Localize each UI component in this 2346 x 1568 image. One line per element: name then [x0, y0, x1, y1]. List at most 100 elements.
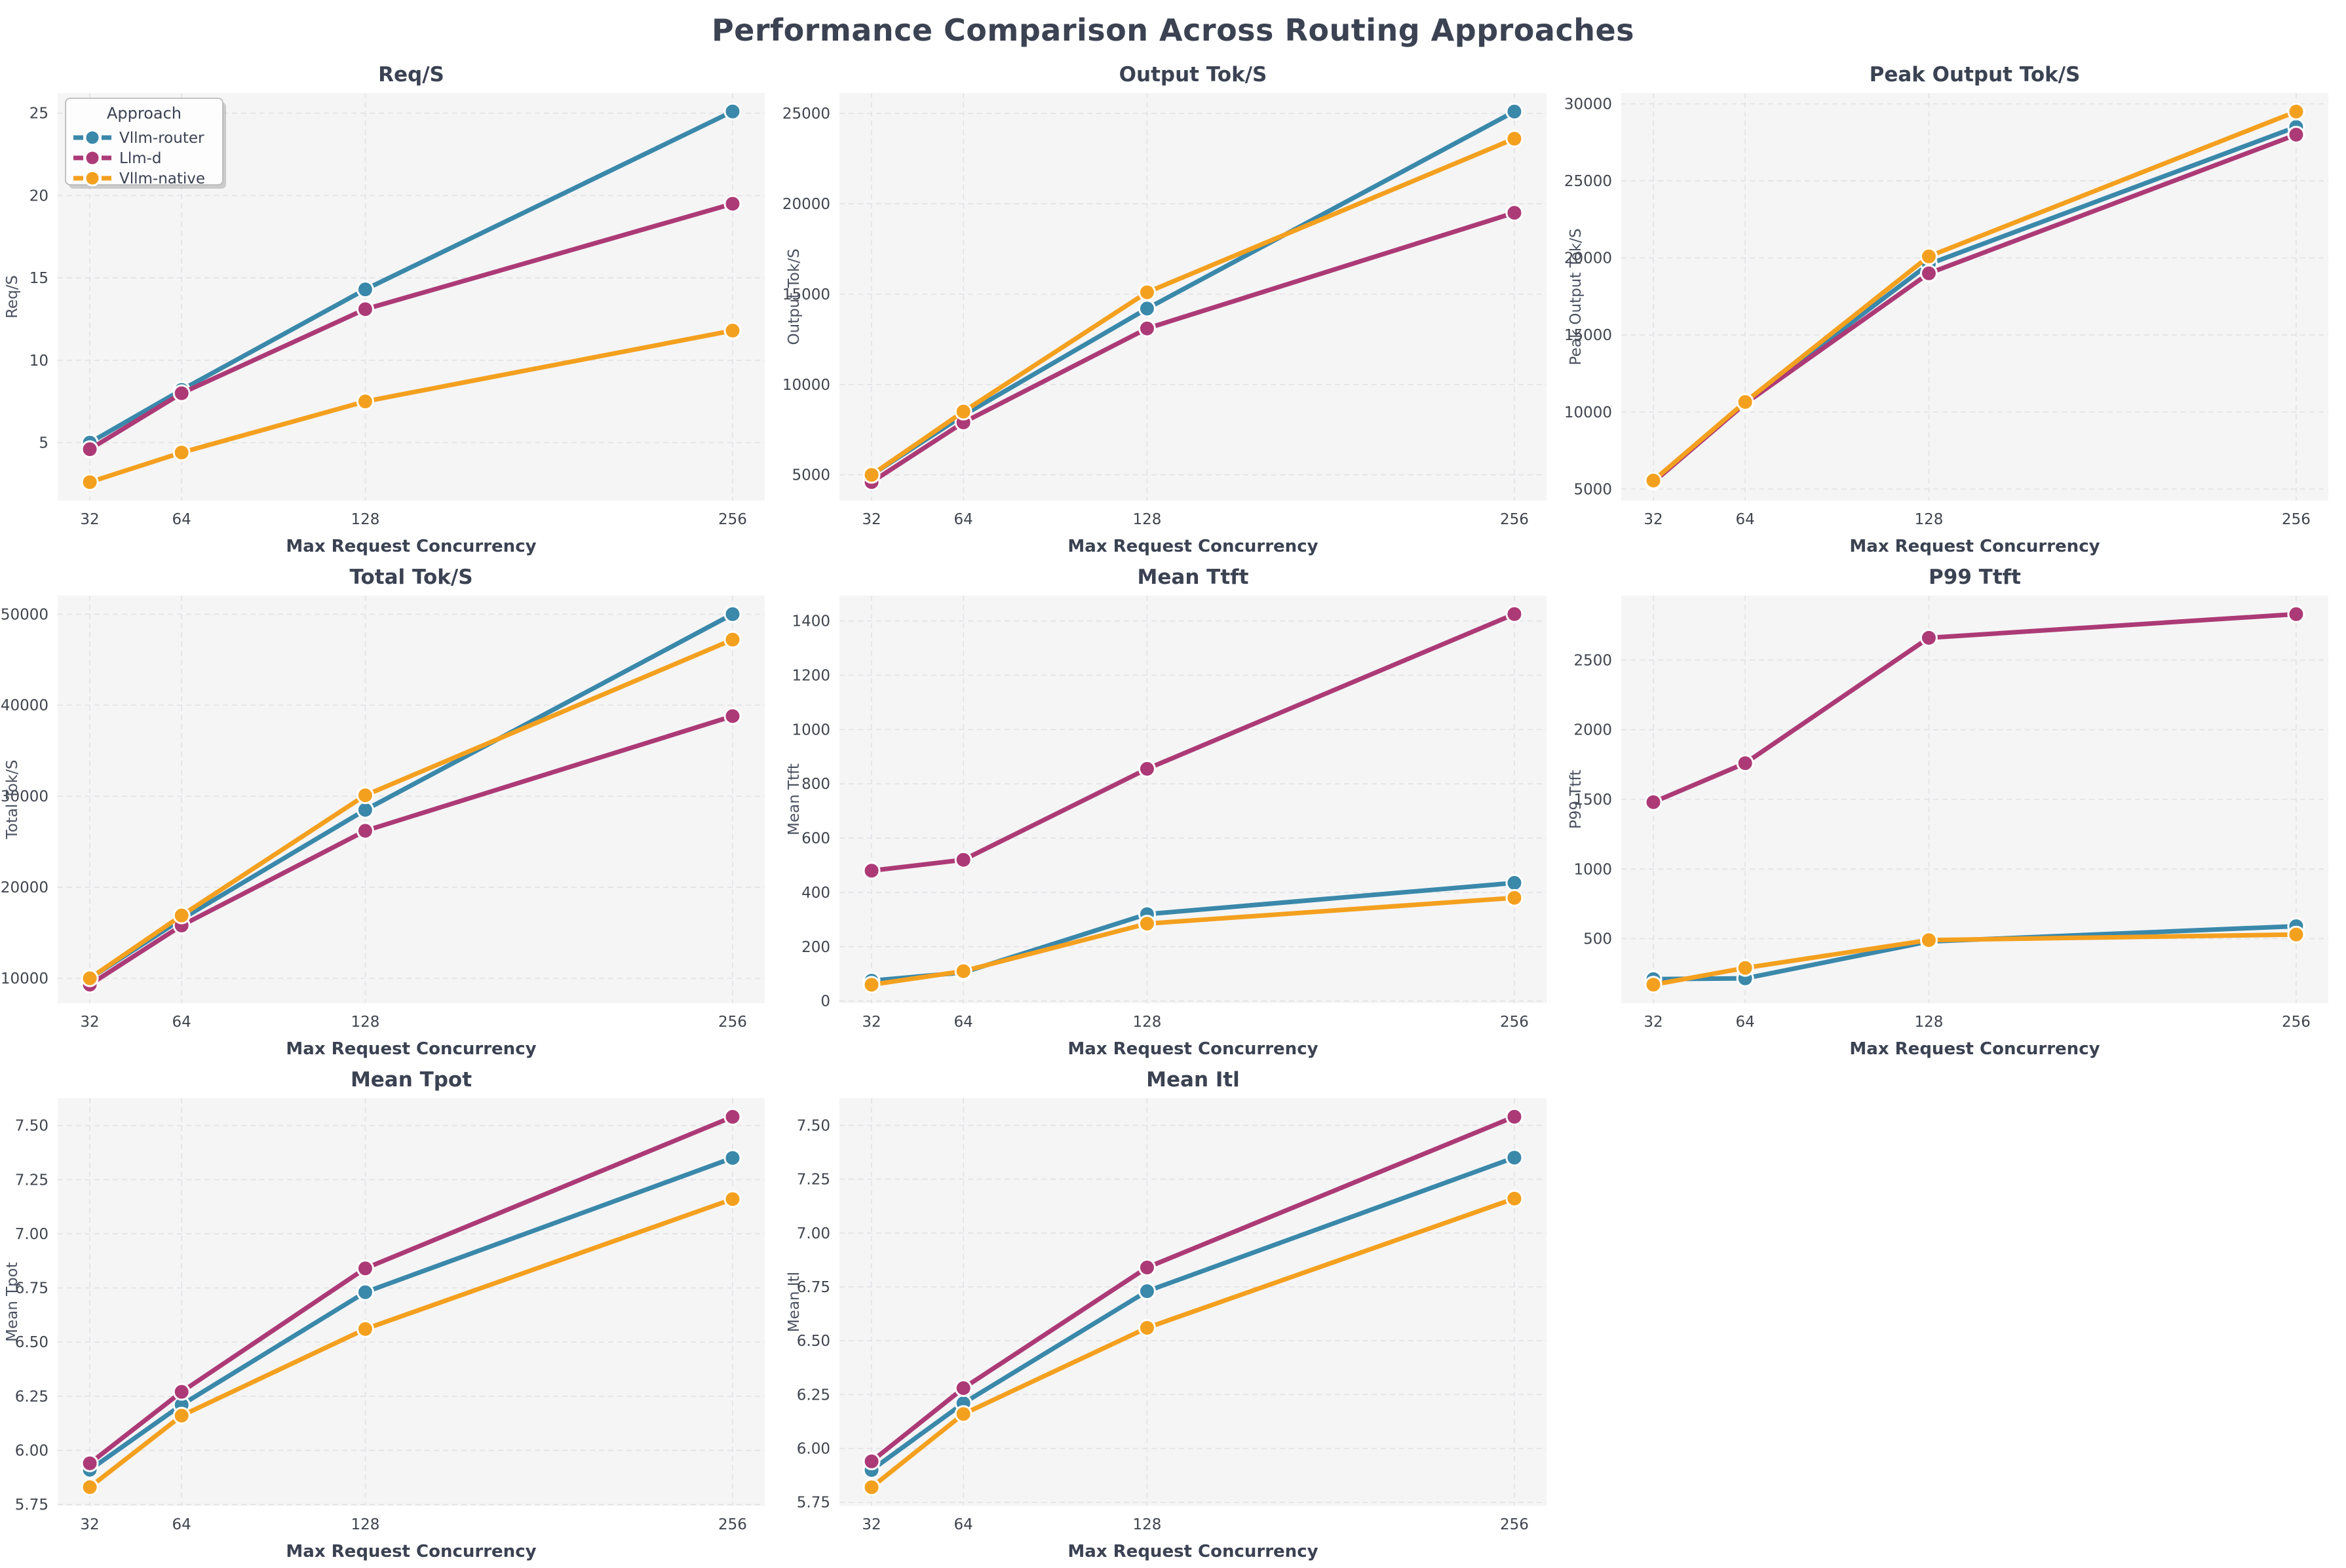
data-point [356, 392, 374, 411]
x-axis-label: Max Request Concurrency [1067, 1039, 1318, 1059]
chart-req-s: 32 64 128 256 5 10 15 20 25 Req/S Max Request Conc… [4, 63, 765, 556]
data-point [172, 444, 191, 462]
series-llm-d [1644, 605, 2305, 811]
y-tick-label: 2500 [1573, 652, 1612, 669]
x-tick-label: 64 [954, 1516, 973, 1533]
x-tick-label: 256 [2282, 511, 2311, 528]
x-tick-label: 64 [1736, 511, 1755, 528]
chart-title: Mean Itl [1146, 1068, 1240, 1092]
plot-background [58, 1098, 765, 1506]
series-vllm-native [862, 130, 1524, 484]
data-point [1505, 204, 1524, 222]
series-llm-d [862, 1107, 1524, 1470]
x-axis-label: Max Request Concurrency [1849, 537, 2100, 556]
x-tick-label: 128 [1132, 511, 1161, 528]
data-point [723, 1149, 742, 1167]
x-tick-label: 64 [1736, 1014, 1755, 1031]
y-tick-label: 6.25 [15, 1388, 48, 1405]
plot-background [839, 596, 1547, 1003]
legend-marker [84, 170, 101, 187]
page-title: Performance Comparison Across Routing Ap… [711, 12, 1635, 48]
data-point [1644, 471, 1663, 489]
y-tick-label: 5 [39, 435, 48, 452]
data-point [81, 473, 99, 491]
y-tick-label: 25000 [782, 105, 830, 123]
data-point [1138, 915, 1156, 933]
x-tick-label: 32 [80, 1014, 99, 1031]
data-point [1736, 392, 1754, 411]
x-tick-label: 32 [80, 511, 99, 528]
y-tick-label: 7.00 [797, 1225, 830, 1242]
legend-marker [84, 149, 101, 166]
x-tick-label: 64 [172, 1014, 191, 1031]
y-tick-label: 10000 [782, 377, 830, 394]
legend-entry-vllm-native: Vllm-native [73, 170, 205, 187]
series-line [869, 1196, 1517, 1490]
y-tick-label: 20000 [1, 879, 48, 896]
data-point [954, 851, 972, 869]
subplot-req-s: 32 64 128 256 5 10 15 20 25 Req/S Max Request Conc… [0, 60, 782, 563]
y-tick-label: 7.00 [15, 1226, 48, 1243]
x-tick-label: 128 [351, 1516, 379, 1533]
y-tick-label: 6.25 [797, 1386, 830, 1404]
data-point [862, 862, 881, 880]
chart-title: Output Tok/S [1119, 63, 1267, 86]
x-tick-label: 32 [862, 1014, 881, 1031]
x-tick-label: 32 [1644, 511, 1663, 528]
series-vllm-native [1644, 102, 2305, 489]
chart-title: Total Tok/S [349, 565, 472, 589]
gridlines [58, 596, 765, 1003]
y-tick-label: 10000 [1, 970, 48, 987]
data-point [172, 1383, 191, 1401]
data-point [81, 440, 99, 459]
series-line [87, 637, 735, 981]
series-line [87, 714, 735, 987]
data-point [1505, 873, 1524, 892]
x-axis-label: Max Request Concurrency [1067, 1542, 1318, 1561]
data-point [723, 707, 742, 725]
y-tick-label: 6.50 [797, 1333, 830, 1350]
data-point [172, 384, 191, 402]
series-vllm-native [81, 630, 742, 987]
data-point [356, 822, 374, 840]
x-axis-label: Max Request Concurrency [286, 537, 536, 556]
x-tick-label: 128 [351, 511, 379, 528]
y-tick-label: 30000 [1, 788, 48, 805]
gridlines [839, 596, 1547, 1003]
y-tick-label: 20000 [1564, 250, 1612, 267]
data-point [1138, 283, 1156, 301]
gridlines [839, 93, 1547, 501]
y-axis-label: Mean Itl [786, 1272, 803, 1332]
y-tick-label: 800 [801, 776, 830, 793]
series-line [869, 136, 1517, 478]
data-point [2287, 925, 2305, 944]
series-line [1651, 109, 2299, 483]
data-point [81, 1478, 99, 1497]
data-point [356, 280, 374, 299]
y-tick-label: 7.25 [797, 1172, 830, 1189]
chart-peak-output-tok-s: 32 64 128 256 5000 10000 15000 20000 25000 30000 P… [1564, 63, 2328, 556]
y-tick-label: 600 [801, 830, 830, 847]
y-tick-label: 0 [820, 993, 830, 1010]
data-point [723, 630, 742, 649]
series-line [87, 1114, 735, 1466]
x-tick-label: 256 [1500, 511, 1529, 528]
data-point [1138, 1258, 1156, 1276]
subplot-mean-ttft: 32 64 128 256 0 200 400 600 800 1000 1200 1400 Mean … [782, 563, 1564, 1065]
y-axis-label: Output Tok/S [786, 248, 803, 345]
series-line [87, 1155, 735, 1472]
x-tick-label: 32 [80, 1516, 99, 1533]
series-llm-d [81, 195, 742, 459]
subplot-total-tok-s: 32 64 128 256 10000 20000 30000 40000 50000 Total… [0, 563, 782, 1065]
data-point [356, 300, 374, 318]
gridlines [839, 1098, 1547, 1506]
legend-box [65, 98, 223, 185]
data-point [1505, 1107, 1524, 1126]
series-vllm-native [81, 322, 742, 491]
data-point [356, 1259, 374, 1278]
series-line [1651, 932, 2299, 987]
data-point [1919, 628, 1938, 647]
data-point [723, 1190, 742, 1208]
y-tick-label: 1000 [1573, 861, 1612, 878]
